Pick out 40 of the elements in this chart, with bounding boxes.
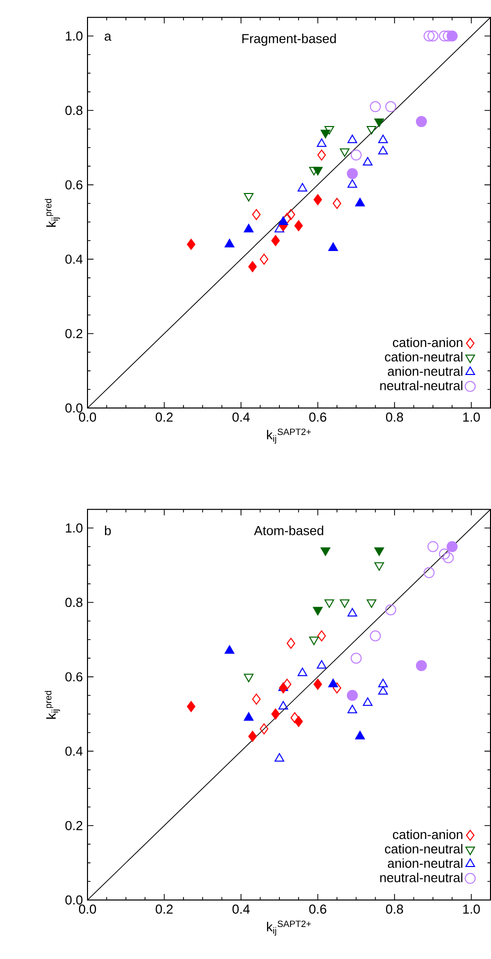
legend-label: neutral-neutral: [380, 380, 462, 390]
x-tick-label: 0.4: [232, 904, 250, 914]
x-tick-label: 1.0: [463, 412, 480, 422]
text: Atom-based: [254, 526, 324, 536]
text: Fragment-based: [242, 34, 336, 46]
y-axis-title: k$_{ij}$pred: [44, 690, 60, 719]
y-tick-label: 0.4: [65, 254, 83, 264]
x-tick-label: 0.4: [232, 412, 250, 422]
x-tick-label: 0.8: [386, 412, 404, 422]
x-axis-title: k$_{ij}$SAPT2+: [267, 920, 311, 936]
legend-label: anion-neutral: [388, 858, 462, 868]
x-tick-label: 0.2: [156, 904, 173, 914]
y-tick-label: 0.2: [65, 820, 82, 830]
y-tick-label: 0.6: [65, 180, 82, 190]
legend-label: neutral-neutral: [380, 872, 462, 882]
x-tick-label: 0.8: [386, 904, 404, 914]
y-axis-title: k$_{ij}$pred: [44, 198, 60, 227]
x-tick-label: 0.0: [78, 904, 96, 914]
x-tick-label: 0.6: [309, 412, 326, 422]
y-tick-label: 0.0: [65, 895, 82, 905]
annotation: b: [104, 526, 111, 536]
legend-label: cation-anion: [392, 830, 462, 840]
x-tick-label: 0.0: [78, 412, 96, 422]
legend-label: cation-anion: [392, 338, 462, 348]
y-tick-label: 0.8: [65, 598, 82, 607]
y-tick-label: 0.4: [65, 746, 83, 756]
x-tick-label: 1.0: [463, 904, 480, 914]
x-axis-title: k$_{ij}$SAPT2+: [267, 428, 311, 444]
legend-label: cation-neutral: [384, 844, 462, 854]
x-tick-label: 0.6: [309, 904, 326, 914]
y-tick-label: 0.0: [65, 403, 82, 413]
legend-label: anion-neutral: [388, 366, 462, 376]
y-tick-label: 0.2: [65, 328, 82, 338]
y-tick-label: 1.0: [66, 523, 82, 533]
x-tick-label: 0.2: [156, 412, 173, 422]
legend-label: cation-neutral: [384, 352, 462, 362]
annotation: a: [104, 34, 112, 41]
y-tick-label: 1.0: [66, 31, 82, 41]
y-tick-label: 0.6: [65, 672, 82, 682]
y-tick-label: 0.8: [65, 106, 82, 115]
